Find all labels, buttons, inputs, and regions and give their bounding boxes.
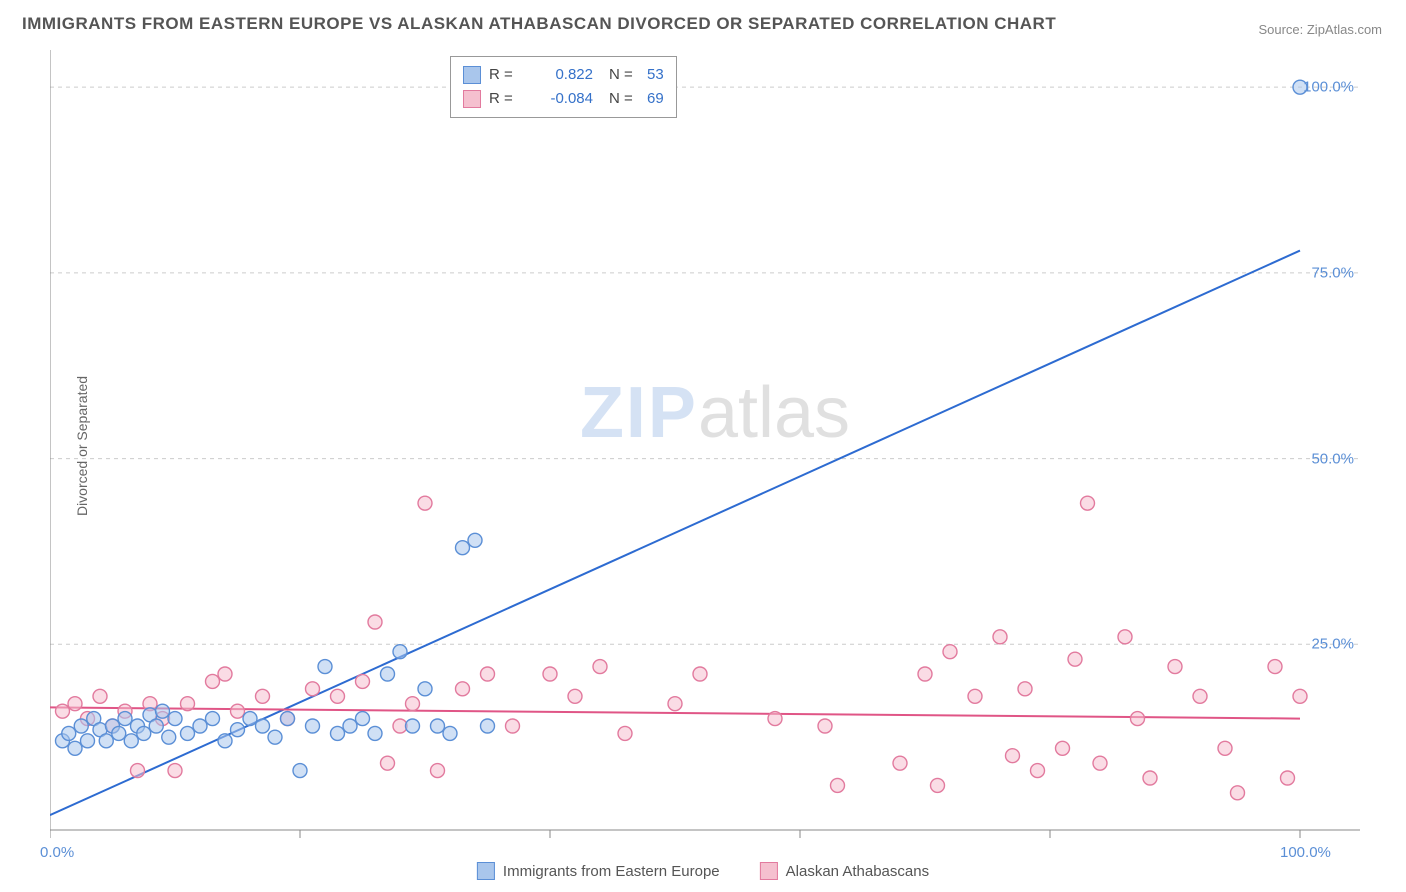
- legend-r-label: R =: [489, 63, 521, 87]
- legend-n-value: 69: [647, 87, 664, 111]
- legend-row: R = -0.084 N = 69: [463, 87, 664, 111]
- legend-swatch: [463, 66, 481, 84]
- source-label: Source: ZipAtlas.com: [1258, 22, 1382, 37]
- legend-r-value: 0.822: [529, 63, 593, 87]
- correlation-legend: R = 0.822 N = 53 R = -0.084 N = 69: [450, 56, 677, 118]
- legend-r-value: -0.084: [529, 87, 593, 111]
- legend-r-label: R =: [489, 87, 521, 111]
- legend-swatch: [760, 862, 778, 880]
- legend-swatch: [463, 90, 481, 108]
- legend-row: R = 0.822 N = 53: [463, 63, 664, 87]
- x-axis-max-label: 100.0%: [1280, 844, 1331, 861]
- legend-n-label: N =: [609, 87, 639, 111]
- chart-title: IMMIGRANTS FROM EASTERN EUROPE VS ALASKA…: [22, 14, 1056, 34]
- legend-n-label: N =: [609, 63, 639, 87]
- legend-n-value: 53: [647, 63, 664, 87]
- y-tick-label: 100.0%: [1303, 79, 1354, 96]
- series-legend-label: Alaskan Athabascans: [786, 863, 929, 880]
- chart-area: ZIPatlas 25.0%50.0%75.0%100.0% 0.0% 100.…: [50, 50, 1380, 840]
- legend-swatch: [477, 862, 495, 880]
- x-axis-min-label: 0.0%: [40, 844, 74, 861]
- chart-svg: [50, 50, 1380, 840]
- series-legend-label: Immigrants from Eastern Europe: [503, 863, 720, 880]
- y-tick-label: 25.0%: [1311, 636, 1354, 653]
- y-tick-label: 75.0%: [1311, 264, 1354, 281]
- series-legend-item: Immigrants from Eastern Europe: [477, 862, 720, 880]
- y-tick-label: 50.0%: [1311, 450, 1354, 467]
- series-legend: Immigrants from Eastern Europe Alaskan At…: [477, 862, 929, 880]
- series-legend-item: Alaskan Athabascans: [760, 862, 929, 880]
